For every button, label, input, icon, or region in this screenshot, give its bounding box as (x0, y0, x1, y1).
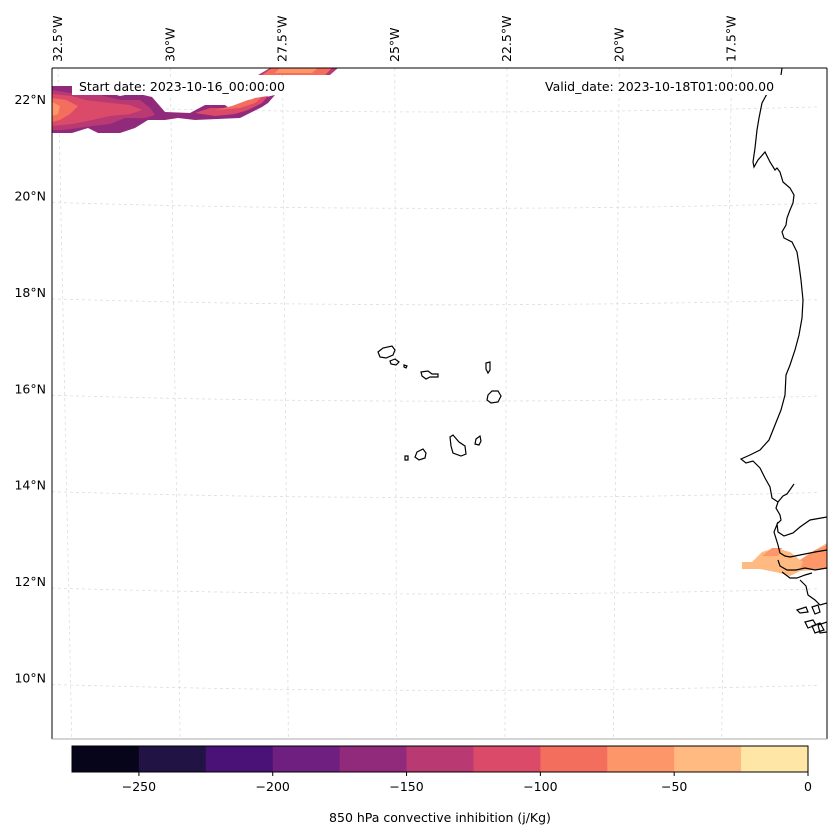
latitude-tick-label: 22°N (14, 92, 46, 107)
longitude-tick-labels: 32.5°W 30°W 27.5°W 25°W 22.5°W 20°W 17.5°W (50, 16, 739, 62)
meridian-gridline (394, 68, 398, 739)
latitude-tick-label: 18°N (14, 285, 46, 300)
island-maio (474, 434, 482, 446)
longitude-tick-label: 22.5°W (499, 16, 514, 62)
colorbar-segment (72, 746, 140, 772)
meridian-gridline (169, 68, 181, 739)
cin-contours-northwest (52, 86, 275, 133)
parallel-gridline (52, 394, 818, 402)
contour-fill-level-50-senegal (762, 545, 827, 569)
latitude-tick-label: 10°N (14, 670, 46, 685)
colorbar-segment (406, 746, 474, 772)
meridian-gridline (57, 68, 73, 739)
cin-contours-top (258, 68, 338, 75)
longitude-tick-label: 17.5°W (724, 16, 739, 62)
coastline-mauritania (739, 68, 804, 503)
parallel-gridline (52, 684, 818, 691)
meridian-gridline (504, 68, 508, 739)
colorbar-outline (71, 745, 809, 773)
meridian-gridline (612, 68, 620, 739)
map-area (52, 68, 827, 739)
parallel-gridline (52, 202, 818, 209)
island-santiago (449, 434, 467, 457)
island-brava (404, 455, 409, 461)
valid-date-text: Valid_date: 2023-10-18T01:00:00.00 (545, 79, 774, 94)
colorbar-tick-label: −200 (256, 779, 290, 794)
parallel-gridline (52, 298, 818, 306)
colorbar-segment (272, 746, 341, 772)
colorbar-segment (674, 746, 742, 772)
parallel-gridline (52, 105, 818, 113)
island-sao-vicente (389, 358, 400, 366)
colorbar-segment (607, 746, 675, 772)
gridlines (52, 68, 818, 739)
latitude-tick-label: 12°N (14, 574, 46, 589)
latitude-tick-label: 20°N (14, 188, 46, 203)
longitude-tick-label: 32.5°W (50, 16, 65, 62)
colorbar-label: 850 hPa convective inhibition (j/Kg) (329, 810, 551, 825)
coastline-senegal (773, 483, 827, 571)
island-boa-vista (486, 390, 502, 404)
colorbar-tick-label: −250 (122, 779, 156, 794)
coastline-bijagos-islands (795, 604, 827, 634)
contour-fill-mid-arm-inner (215, 97, 262, 110)
colorbar-segment (540, 746, 608, 772)
coastline-guinea-bissau (781, 571, 827, 606)
start-date-annotation: Start date: 2023-10-16_00:00:00 (72, 77, 312, 95)
latitude-tick-label: 14°N (14, 478, 46, 493)
start-date-text: Start date: 2023-10-16_00:00:00 (79, 79, 285, 94)
colorbar-segment (473, 746, 541, 772)
colorbar-tick-label: −50 (661, 779, 687, 794)
contour-fill-top-inner (275, 68, 318, 73)
contour-fill-level-100 (52, 94, 142, 126)
island-santo-antao (377, 345, 396, 359)
meridian-gridline (282, 68, 289, 739)
cape-verde-islands (377, 345, 502, 461)
colorbar-segment (741, 746, 809, 772)
longitude-tick-label: 25°W (387, 27, 402, 62)
island-fogo (414, 448, 427, 461)
valid-date-annotation: Valid_date: 2023-10-18T01:00:00.00 (540, 77, 805, 95)
colorbar-segment (205, 746, 274, 772)
colorbar-segment (138, 746, 207, 772)
contour-fill-level-75 (52, 98, 78, 122)
colorbar-tick-label: −150 (389, 779, 423, 794)
island-santa-luzia (403, 364, 408, 369)
longitude-tick-label: 30°W (162, 27, 177, 62)
west-africa-coastline (739, 68, 827, 634)
parallel-gridline (52, 491, 818, 498)
colorbar-segment (339, 746, 408, 772)
colorbar-tick-label: 0 (804, 779, 812, 794)
colorbar-tick-label: −100 (523, 779, 557, 794)
island-sal (485, 361, 491, 375)
contour-fill-level-50 (52, 102, 60, 116)
island-sao-nicolau (420, 370, 439, 380)
meridian-gridline (721, 68, 732, 739)
parallel-gridline (52, 587, 818, 595)
longitude-tick-label: 20°W (611, 27, 626, 62)
latitude-tick-label: 16°N (14, 381, 46, 396)
colorbar: −250 −200 −150 −100 −50 0 (71, 745, 812, 794)
longitude-tick-label: 27.5°W (275, 16, 290, 62)
latitude-tick-labels: 22°N 20°N 18°N 16°N 14°N 12°N 10°N (14, 92, 46, 685)
